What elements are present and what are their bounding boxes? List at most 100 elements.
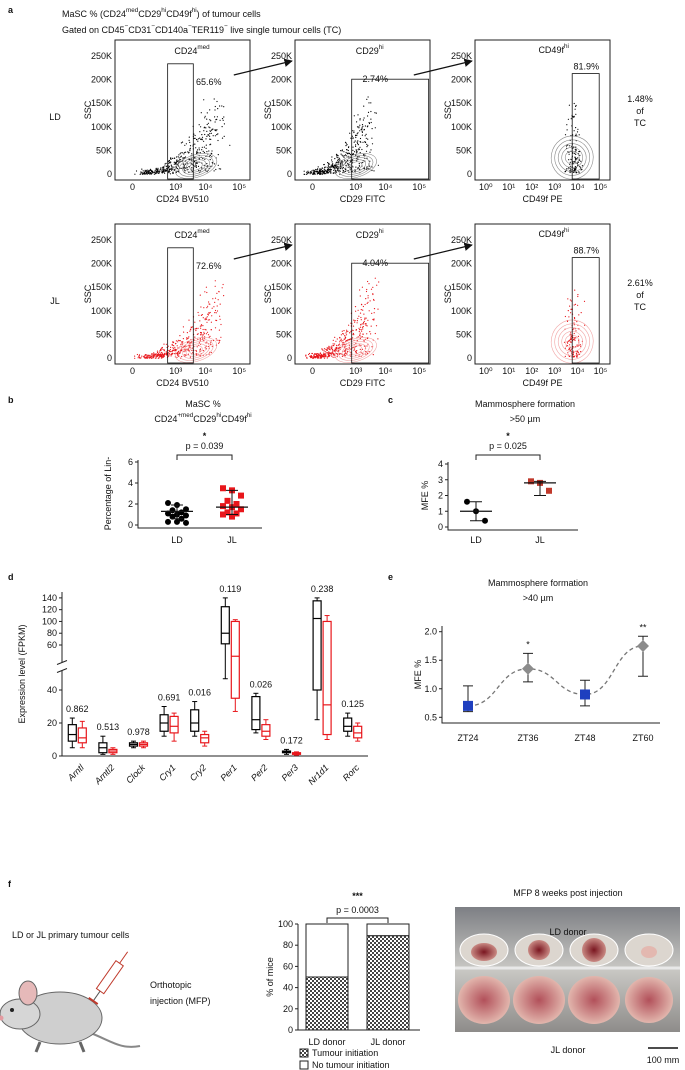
event-dot — [362, 119, 364, 121]
tc-fraction: 2.61% — [627, 278, 653, 288]
event-dot — [331, 164, 334, 167]
event-dot — [161, 171, 163, 173]
event-dot — [363, 320, 365, 322]
event-dot — [346, 149, 348, 151]
event-dot — [194, 166, 196, 168]
event-dot — [362, 305, 364, 308]
event-dot — [362, 141, 364, 143]
event-dot — [141, 168, 143, 170]
y-tick-label: 250K — [271, 51, 292, 61]
event-dot — [339, 160, 341, 162]
y-tick-label: 2 — [128, 499, 133, 509]
event-dot — [189, 330, 191, 332]
event-dot — [189, 344, 191, 346]
event-dot — [354, 320, 356, 322]
event-dot — [191, 327, 193, 329]
event-dot — [371, 346, 373, 348]
event-dot — [173, 345, 175, 347]
axes — [447, 462, 578, 531]
y-axis-label: Percentage of Lin- — [103, 457, 113, 531]
event-dot — [339, 341, 341, 343]
event-dot — [324, 170, 326, 172]
event-dot — [200, 324, 203, 326]
event-dot — [188, 341, 190, 343]
event-dot — [202, 317, 204, 319]
event-dot — [373, 298, 375, 301]
event-dot — [366, 325, 368, 327]
event-dot — [158, 356, 160, 358]
event-dot — [573, 168, 575, 170]
event-dot — [172, 171, 174, 173]
event-dot — [572, 352, 574, 354]
event-dot — [165, 354, 167, 356]
event-dot — [342, 172, 344, 174]
event-dot — [209, 119, 211, 121]
event-dot — [165, 352, 167, 354]
event-dot — [342, 167, 344, 169]
event-dot — [345, 334, 348, 336]
x-tick-label: JL — [535, 535, 545, 545]
event-dot — [577, 294, 579, 296]
event-dot — [208, 319, 211, 321]
event-dot — [200, 327, 202, 329]
event-dot — [576, 344, 578, 346]
event-dot — [359, 334, 361, 336]
chart-subtitle-part: CD49f — [221, 414, 247, 424]
y-tick-label: 0 — [107, 169, 112, 179]
event-dot — [203, 164, 205, 166]
event-dot — [184, 156, 187, 158]
event-dot — [352, 166, 354, 168]
event-dot — [321, 169, 323, 172]
event-dot — [567, 352, 569, 354]
event-dot — [202, 158, 204, 160]
event-dot — [366, 98, 368, 100]
x-tick-label: 10⁰ — [479, 366, 493, 376]
gate — [571, 257, 600, 364]
y-tick-label: 40 — [47, 685, 57, 695]
x-tick-label: Per3 — [280, 762, 301, 783]
event-dot — [361, 124, 364, 126]
y-tick-label: 150K — [451, 98, 472, 108]
event-dot — [361, 130, 363, 132]
event-dot — [203, 331, 205, 333]
event-dot — [574, 135, 577, 137]
event-dot — [317, 168, 319, 170]
event-dot — [567, 144, 569, 146]
event-dot — [328, 351, 330, 353]
event-dot — [202, 325, 204, 327]
event-dot — [163, 170, 165, 172]
event-dot — [583, 300, 586, 302]
event-dot — [199, 350, 201, 352]
p-value-label: 0.691 — [158, 693, 181, 703]
event-dot — [332, 356, 334, 358]
event-dot — [317, 170, 319, 172]
event-dot — [146, 173, 148, 175]
event-dot — [343, 346, 345, 348]
event-dot — [341, 161, 343, 163]
panel-label: e — [388, 572, 393, 582]
event-dot — [361, 323, 363, 325]
event-dot — [576, 135, 578, 137]
event-dot — [181, 355, 183, 358]
event-dot — [339, 159, 341, 161]
event-dot — [312, 172, 314, 175]
event-dot — [369, 331, 371, 333]
x-tick-label: 10¹ — [502, 366, 515, 376]
event-dot — [345, 155, 347, 157]
x-tick-label: ZT60 — [632, 733, 653, 743]
event-dot — [194, 143, 196, 145]
event-dot — [206, 321, 208, 323]
x-axis-label: CD49f PE — [522, 378, 562, 388]
event-dot — [214, 135, 216, 137]
gate — [571, 73, 600, 180]
y-tick-label: 50K — [276, 329, 292, 339]
event-dot — [169, 170, 171, 173]
y-tick-label: 200K — [451, 259, 472, 269]
event-dot — [570, 336, 572, 338]
event-dot — [179, 351, 181, 353]
event-dot — [174, 157, 176, 159]
event-dot — [575, 146, 577, 148]
event-dot — [166, 167, 168, 169]
event-dot — [177, 156, 179, 158]
bar-segment — [366, 935, 410, 1031]
